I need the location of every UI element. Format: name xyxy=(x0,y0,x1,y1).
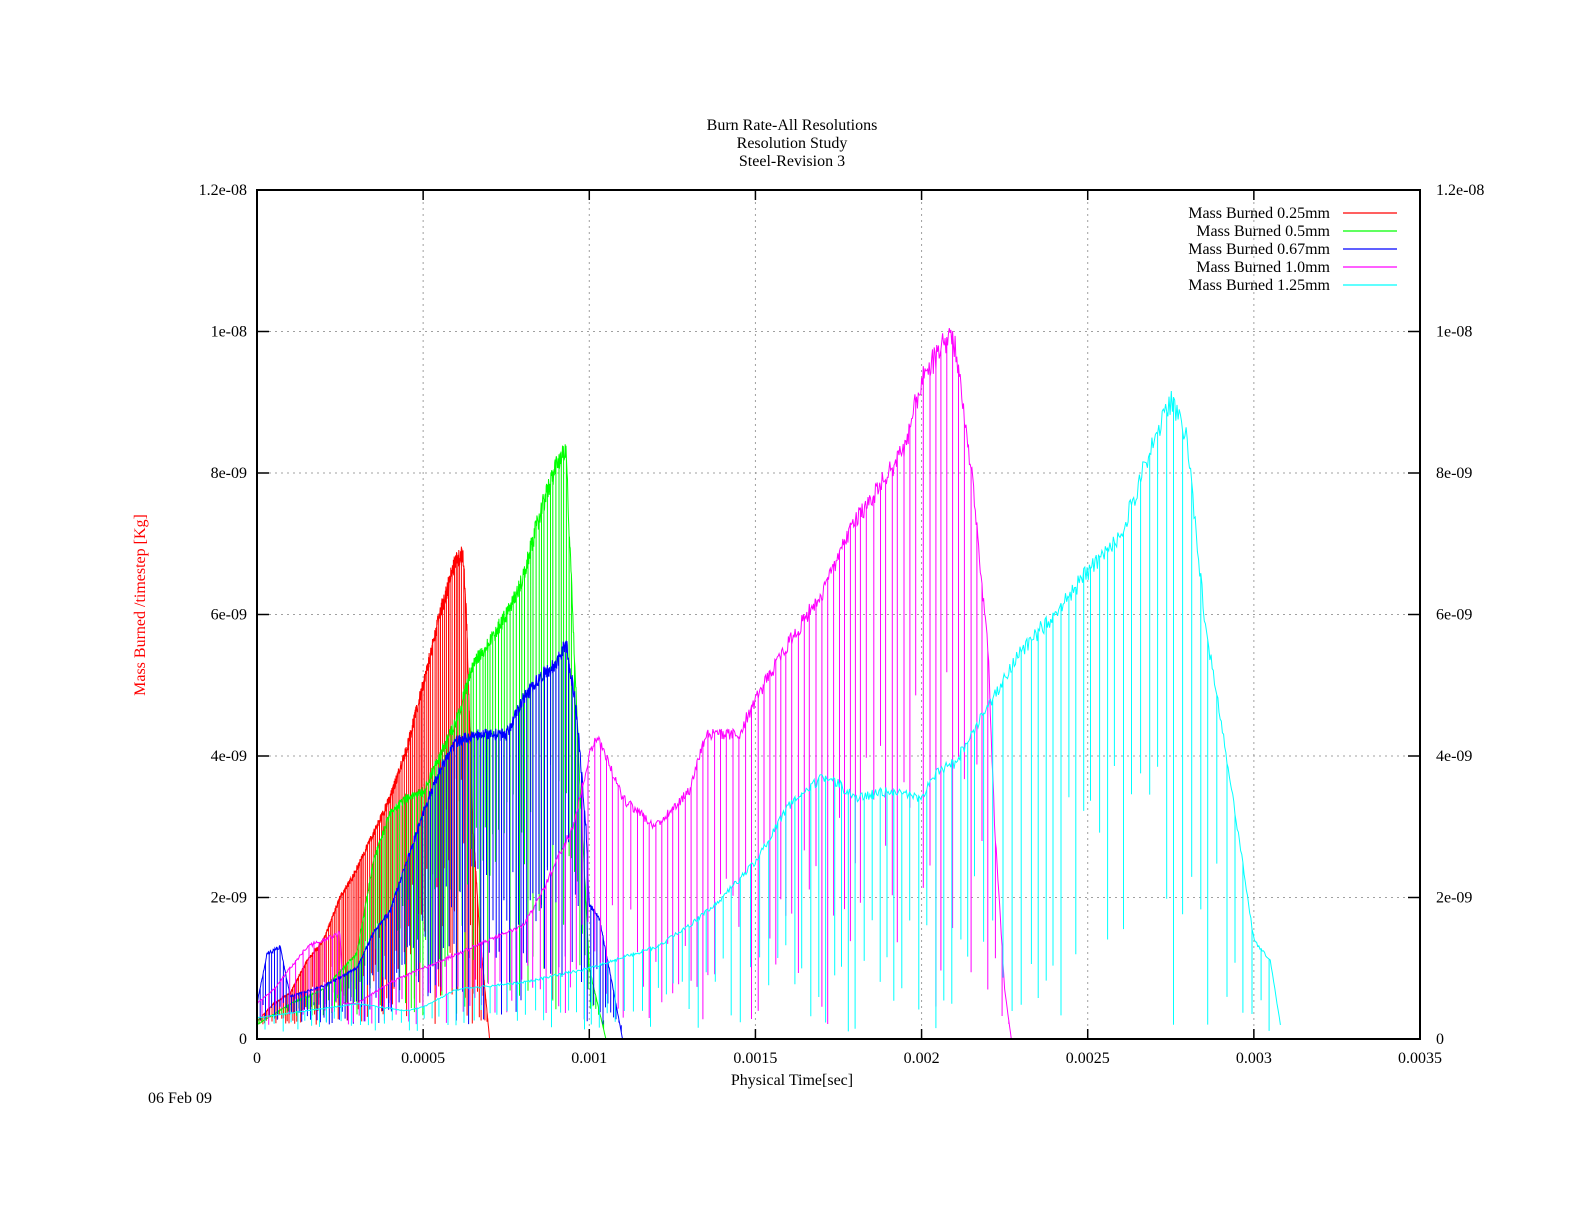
axis-ticks: 0 0.0005 0.001 0.0015 0.002 0.0025 0.003 0.0035… xyxy=(199,182,1485,1067)
series-lines xyxy=(256,328,1281,1040)
x-tick-label: 0 xyxy=(253,1050,261,1067)
y-tick-label-right: 8e-09 xyxy=(1436,465,1472,482)
x-tick-label: 0.003 xyxy=(1236,1050,1272,1067)
y-tick-label-left: 6e-09 xyxy=(211,607,247,624)
chart-title-line-2: Resolution Study xyxy=(736,135,848,152)
x-tick-label: 0.0035 xyxy=(1398,1050,1442,1067)
y-tick-label-right: 2e-09 xyxy=(1436,890,1472,907)
legend-label-2: Mass Burned 0.67mm xyxy=(1188,241,1330,258)
y-tick-label-left: 1.2e-08 xyxy=(199,182,247,199)
y-tick-label-right: 0 xyxy=(1436,1031,1444,1048)
x-tick-label: 0.001 xyxy=(571,1050,607,1067)
y-tick-label-left: 0 xyxy=(239,1031,247,1048)
x-tick-label: 0.002 xyxy=(904,1050,940,1067)
x-tick-label: 0.0015 xyxy=(733,1050,777,1067)
x-tick-label: 0.0025 xyxy=(1066,1050,1110,1067)
series-line-1 xyxy=(256,444,607,1040)
y-tick-label-right: 4e-09 xyxy=(1436,748,1472,765)
series-line-2 xyxy=(256,640,623,1040)
y-tick-label-right: 1.2e-08 xyxy=(1436,182,1484,199)
series-line-0 xyxy=(256,546,491,1040)
legend-label-4: Mass Burned 1.25mm xyxy=(1188,277,1330,294)
y-tick-label-left: 2e-09 xyxy=(211,890,247,907)
y-tick-label-right: 6e-09 xyxy=(1436,607,1472,624)
x-tick-label: 0.0005 xyxy=(401,1050,445,1067)
chart-title-line-1: Burn Rate-All Resolutions xyxy=(706,117,878,134)
y-tick-label-left: 1e-08 xyxy=(211,324,247,341)
date-label: 06 Feb 09 xyxy=(148,1090,212,1107)
y-tick-label-right: 1e-08 xyxy=(1436,324,1472,341)
y-tick-label-left: 4e-09 xyxy=(211,748,247,765)
series-line-3 xyxy=(256,328,1012,1040)
chart-title-line-3: Steel-Revision 3 xyxy=(738,153,846,170)
legend-label-1: Mass Burned 0.5mm xyxy=(1196,223,1330,240)
y-tick-label-left: 8e-09 xyxy=(211,465,247,482)
series-line-4 xyxy=(256,390,1281,1032)
x-axis-label: Physical Time[sec] xyxy=(730,1072,854,1089)
legend-label-3: Mass Burned 1.0mm xyxy=(1196,259,1330,276)
y-axis-label: Mass Burned /timestep [Kg] xyxy=(132,514,149,696)
legend-label-0: Mass Burned 0.25mm xyxy=(1188,205,1330,222)
